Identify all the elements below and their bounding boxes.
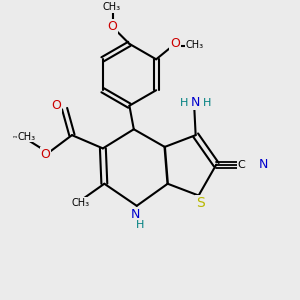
Text: N: N xyxy=(259,158,268,171)
Text: CH₃: CH₃ xyxy=(103,2,121,12)
Text: CH₃: CH₃ xyxy=(72,198,90,208)
Text: H: H xyxy=(136,220,144,230)
Text: O: O xyxy=(51,99,61,112)
Text: O: O xyxy=(107,20,117,33)
Text: H: H xyxy=(180,98,188,108)
Text: CH₃: CH₃ xyxy=(17,132,35,142)
Text: C: C xyxy=(237,160,245,170)
Text: S: S xyxy=(196,196,204,210)
Text: CH₃: CH₃ xyxy=(185,40,203,50)
Text: O: O xyxy=(40,148,50,161)
Text: N: N xyxy=(191,96,200,109)
Text: H: H xyxy=(203,98,212,108)
Text: methoxy: methoxy xyxy=(13,135,31,139)
Text: O: O xyxy=(170,37,180,50)
Text: N: N xyxy=(130,208,140,221)
